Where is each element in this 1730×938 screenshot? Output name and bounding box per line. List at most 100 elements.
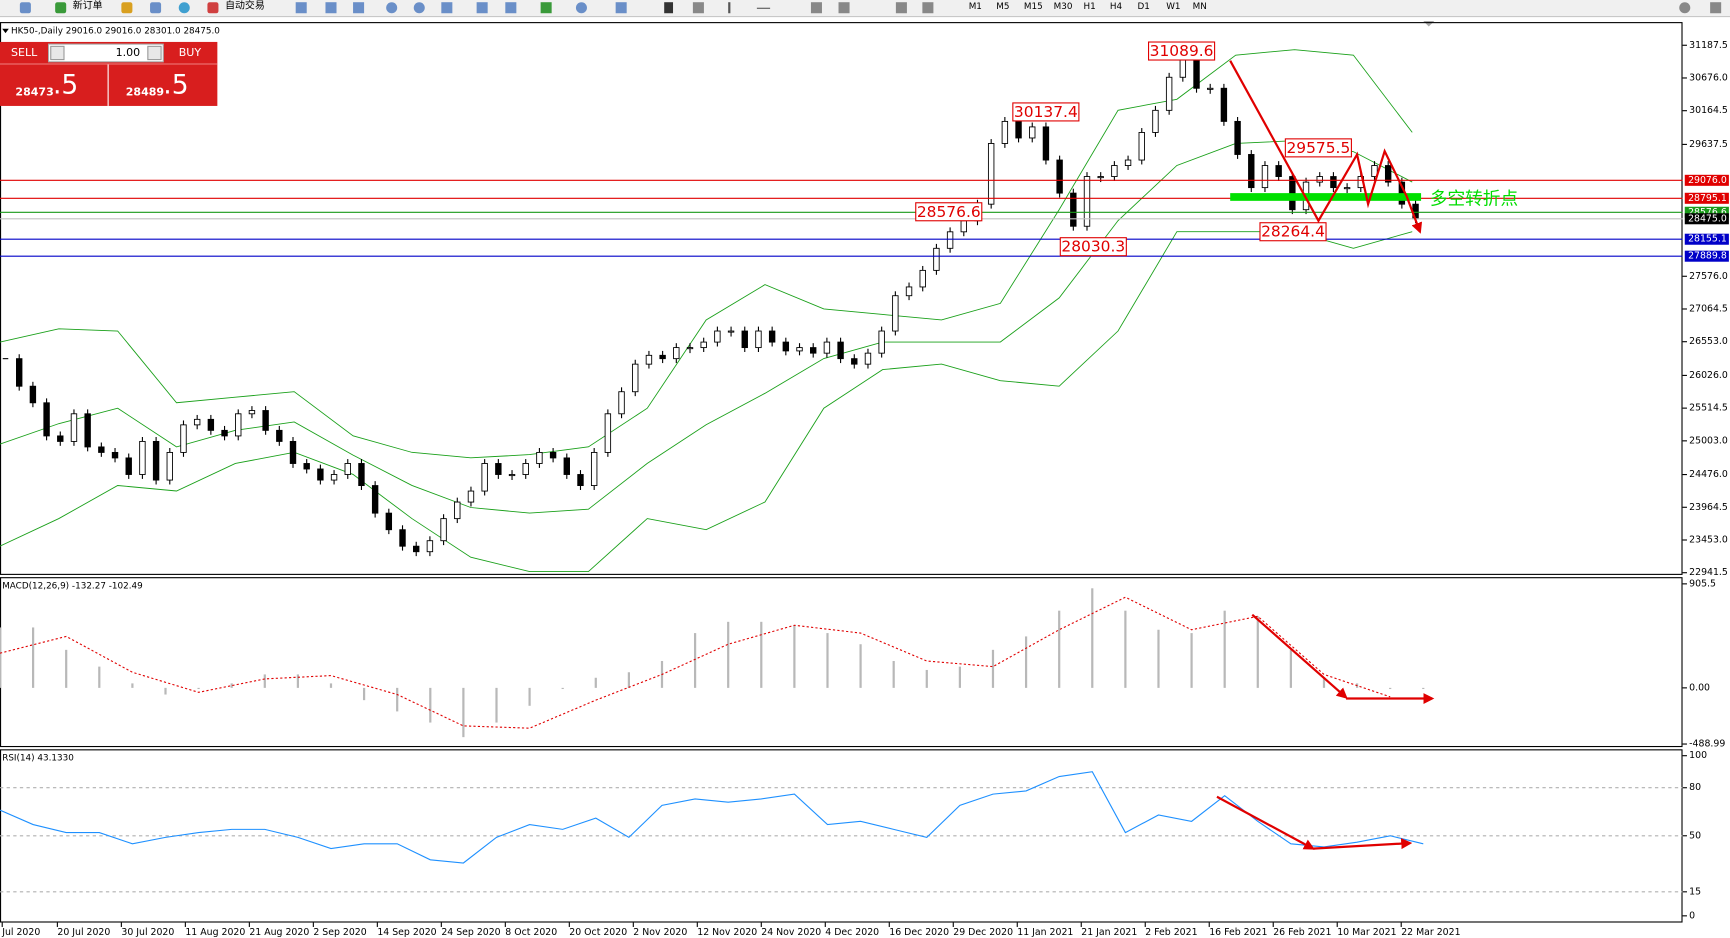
timeframe-button[interactable]: MN: [1193, 2, 1207, 12]
x-tick-label: 21 Jan 2021: [1081, 927, 1137, 938]
y-tick-label: 0.00: [1689, 682, 1710, 693]
candle: [590, 451, 598, 487]
candle: [16, 358, 23, 387]
ask-price[interactable]: 28489: [126, 86, 164, 99]
macd-bar: [495, 687, 498, 723]
macd-bar: [859, 644, 862, 688]
candle: [1138, 132, 1145, 161]
price-level-tag: [1684, 174, 1729, 186]
bollinger-lower: [0, 231, 1413, 572]
candle: [618, 391, 625, 415]
x-tick-label: 10 Mar 2021: [1337, 927, 1396, 938]
lot-size[interactable]: 1.00: [116, 46, 141, 59]
toolbar-new-order[interactable]: 新订单: [73, 0, 103, 12]
timeframe-button[interactable]: M30: [1054, 2, 1073, 12]
macd-bar: [362, 687, 366, 701]
bollinger-upper: [0, 49, 1413, 459]
macd-bar: [131, 683, 134, 688]
candle: [276, 429, 283, 442]
timeframe-button[interactable]: H4: [1110, 2, 1123, 12]
candle: [221, 429, 228, 437]
macd-bar: [1024, 636, 1028, 688]
buy-button[interactable]: BUY: [179, 46, 202, 59]
candle: [851, 358, 858, 365]
macd-bar: [1422, 687, 1425, 690]
y-tick-label: 31187.5: [1689, 40, 1728, 51]
toolbar-auto-trading[interactable]: 自动交易: [225, 0, 265, 12]
candle: [358, 463, 365, 487]
chart-header: HK50-,Daily 29016.0 29016.0 28301.0 2847…: [11, 26, 220, 36]
candle: [1384, 165, 1392, 183]
timeframe-button[interactable]: D1: [1138, 2, 1150, 12]
main-chart: 31187.5 30676.0 30164.5 29637.5 27576.0 27064…: [0, 40, 1729, 578]
candle: [139, 440, 146, 475]
rsi-arrow-1: [1216, 795, 1315, 850]
lot-up[interactable]: [147, 45, 162, 61]
y-tick-label: 15: [1689, 886, 1701, 897]
candle: [659, 354, 666, 360]
lot-down[interactable]: [50, 45, 65, 61]
timeframe-button[interactable]: W1: [1166, 2, 1180, 12]
macd-bar: [296, 674, 299, 688]
rsi-chart: RSI(14) 43.1330 100 80 50 15 0: [0, 750, 1707, 921]
macd-bar: [958, 666, 961, 688]
candle: [919, 269, 926, 288]
macd-bar: [561, 687, 564, 690]
x-tick-label: 2 Feb 2021: [1145, 927, 1197, 938]
candle: [1015, 120, 1022, 139]
x-tick-label: 26 Feb 2021: [1273, 927, 1331, 938]
candle: [1029, 126, 1036, 139]
bid-price[interactable]: 28473: [15, 86, 53, 99]
candle: [1248, 154, 1255, 189]
y-tick-label: 80: [1689, 782, 1701, 793]
x-tick-label: 21 Aug 2020: [249, 927, 309, 938]
candle: [1343, 187, 1351, 190]
timeframe-button[interactable]: H1: [1083, 2, 1095, 12]
timeframe-button[interactable]: M1: [969, 2, 982, 12]
macd-bar: [164, 687, 167, 695]
candle: [905, 286, 913, 297]
candle: [1371, 165, 1378, 177]
price-level-tag: [1684, 250, 1729, 262]
candle: [125, 457, 132, 475]
candle: [727, 330, 735, 333]
candle: [1083, 176, 1091, 227]
macd-bar: [1157, 629, 1160, 688]
macd-bar: [1190, 633, 1193, 688]
candle: [960, 220, 967, 233]
candle: [686, 347, 694, 350]
annotations: 多空转折点 31089.6 30137.4 28576.6 28030.3 29575.…: [915, 41, 1518, 850]
timeframe-button[interactable]: M15: [1024, 2, 1043, 12]
macd-bar: [1223, 610, 1226, 688]
macd-bar: [1058, 610, 1061, 688]
candle: [714, 330, 721, 343]
sell-button[interactable]: SELL: [11, 46, 38, 59]
candle: [632, 363, 639, 393]
macd-bar: [1124, 610, 1127, 688]
price-level-label: 28475.0: [1688, 213, 1727, 224]
macd-bar: [0, 627, 2, 688]
x-tick-label: 24 Sep 2020: [441, 927, 500, 938]
timeframe-buttons: M1 M5 M15 M30 H1 H4 D1 W1 MN: [969, 2, 1207, 12]
candle: [180, 424, 187, 453]
y-tick-label: 100: [1689, 750, 1707, 761]
ask-price-fraction[interactable]: .5: [163, 70, 188, 101]
candle: [755, 330, 762, 349]
candle: [878, 330, 885, 354]
rsi-arrow-2: [1312, 838, 1413, 850]
price-annotation-box: [1284, 138, 1352, 158]
x-tick-label: 14 Sep 2020: [377, 927, 436, 938]
candle: [1261, 165, 1269, 189]
timeframe-button[interactable]: M5: [996, 2, 1009, 12]
macd-arrow-1: [1251, 613, 1348, 699]
candle: [796, 347, 803, 352]
candle: [1207, 87, 1214, 90]
macd-label: MACD(12,26,9) -132.27 -102.49: [2, 581, 143, 591]
bid-price-fraction[interactable]: .5: [53, 70, 78, 101]
pivot-label: 多空转折点: [1430, 189, 1518, 210]
candle: [317, 468, 324, 481]
y-tick-label: 22941.5: [1689, 567, 1728, 578]
x-tick-label: 2 Sep 2020: [313, 927, 366, 938]
lot-box[interactable]: [47, 43, 164, 63]
